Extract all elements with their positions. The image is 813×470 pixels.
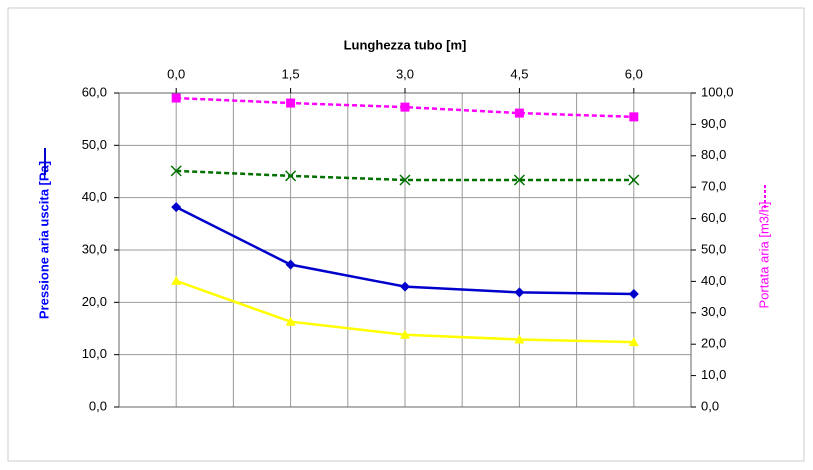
- y-tick-label: 60,0: [82, 84, 107, 99]
- marker: [400, 329, 410, 339]
- y2-tick-label: 0,0: [701, 398, 719, 413]
- marker: [514, 287, 525, 298]
- y2-tick-label: 50,0: [701, 241, 726, 256]
- y2-tick-label: 20,0: [701, 336, 726, 351]
- marker: [171, 93, 181, 103]
- marker: [400, 281, 410, 292]
- marker: [514, 334, 525, 344]
- marker: [285, 170, 297, 182]
- marker: [285, 316, 296, 326]
- marker: [286, 98, 296, 108]
- y-tick-label: 50,0: [82, 137, 107, 152]
- marker: [285, 259, 296, 270]
- y-tick-label: 30,0: [82, 241, 107, 256]
- marker: [514, 108, 524, 118]
- x-tick-label: 6,0: [625, 66, 643, 81]
- marker: [513, 174, 525, 186]
- x-tick-label: 0,0: [167, 66, 185, 81]
- y2-tick-label: 10,0: [701, 367, 726, 382]
- y-tick-label: 20,0: [82, 294, 107, 309]
- x-axis-title: Lunghezza tubo [m]: [344, 37, 467, 52]
- marker: [628, 337, 639, 347]
- y-tick-label: 10,0: [82, 346, 107, 361]
- chart-frame: [7, 7, 805, 462]
- y2-tick-label: 90,0: [701, 116, 726, 131]
- y2-tick-label: 80,0: [701, 147, 726, 162]
- y2-tick-label: 100,0: [701, 84, 734, 99]
- x-tick-label: 1,5: [282, 66, 300, 81]
- marker: [399, 174, 411, 186]
- y-tick-label: 40,0: [82, 189, 107, 204]
- y2-tick-label: 60,0: [701, 210, 726, 225]
- marker: [400, 102, 410, 112]
- marker: [171, 275, 182, 285]
- marker: [171, 202, 182, 213]
- y2-axis-title: Portata aria [m3/h]: [756, 202, 771, 309]
- marker: [628, 288, 639, 299]
- y2-tick-label: 30,0: [701, 304, 726, 319]
- y2-tick-label: 40,0: [701, 273, 726, 288]
- y-tick-label: 0,0: [89, 398, 107, 413]
- y2-tick-label: 70,0: [701, 179, 726, 194]
- x-tick-label: 3,0: [396, 66, 414, 81]
- marker: [629, 112, 639, 122]
- marker: [170, 165, 182, 177]
- marker: [628, 174, 640, 186]
- x-tick-label: 4,5: [510, 66, 528, 81]
- y-axis-title: Pressione aria uscita [Pa]: [36, 161, 51, 319]
